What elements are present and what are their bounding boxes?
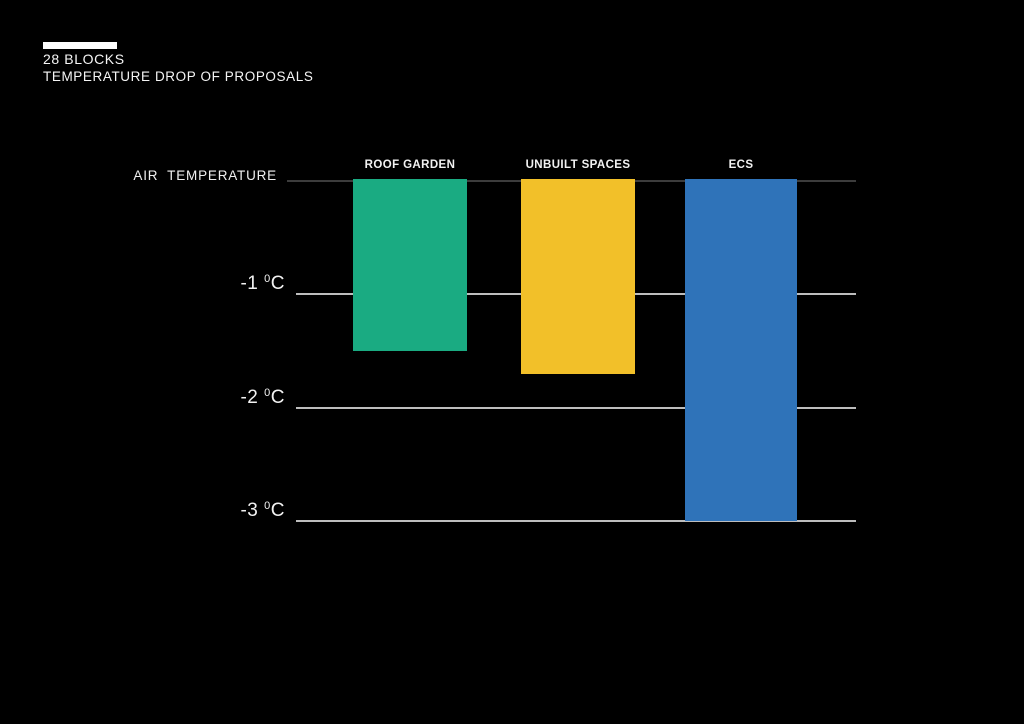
tick-degree-sup: 0: [264, 386, 271, 399]
category-label-unbuilt-spaces: UNBUILT SPACES: [525, 159, 631, 171]
tick-unit: C: [270, 499, 285, 521]
tick-value: -3: [240, 499, 265, 521]
y-axis-tick-label--1: -1 0C: [165, 273, 285, 295]
tick-value: -1: [240, 273, 265, 295]
tick-unit: C: [270, 386, 285, 408]
tick-unit: C: [270, 273, 285, 295]
y-axis-tick-label--2: -2 0C: [165, 387, 285, 409]
y-axis-tick-label--3: -3 0C: [165, 500, 285, 522]
page-subtitle: TEMPERATURE DROP OF PROPOSALS: [43, 69, 314, 84]
bar-unbuilt-spaces: [521, 179, 635, 374]
category-label-ecs: ECS: [728, 159, 754, 171]
page-title: 28 BLOCKS: [43, 51, 125, 67]
tick-degree-sup: 0: [264, 273, 271, 286]
bar-roof-garden: [353, 179, 467, 351]
gridline--3: [296, 519, 856, 522]
tick-value: -2: [240, 386, 265, 408]
tick-degree-sup: 0: [264, 499, 271, 512]
bar-ecs: [685, 179, 797, 521]
gridline--2: [296, 406, 856, 409]
category-label-roof-garden: ROOF GARDEN: [364, 159, 456, 171]
air-temperature-label: AIR TEMPERATURE: [133, 168, 277, 183]
header-rule: [43, 42, 117, 49]
